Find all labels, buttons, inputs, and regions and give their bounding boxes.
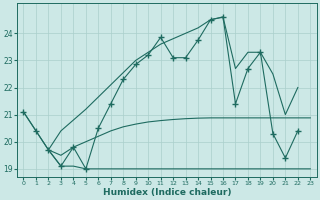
X-axis label: Humidex (Indice chaleur): Humidex (Indice chaleur) xyxy=(103,188,231,197)
